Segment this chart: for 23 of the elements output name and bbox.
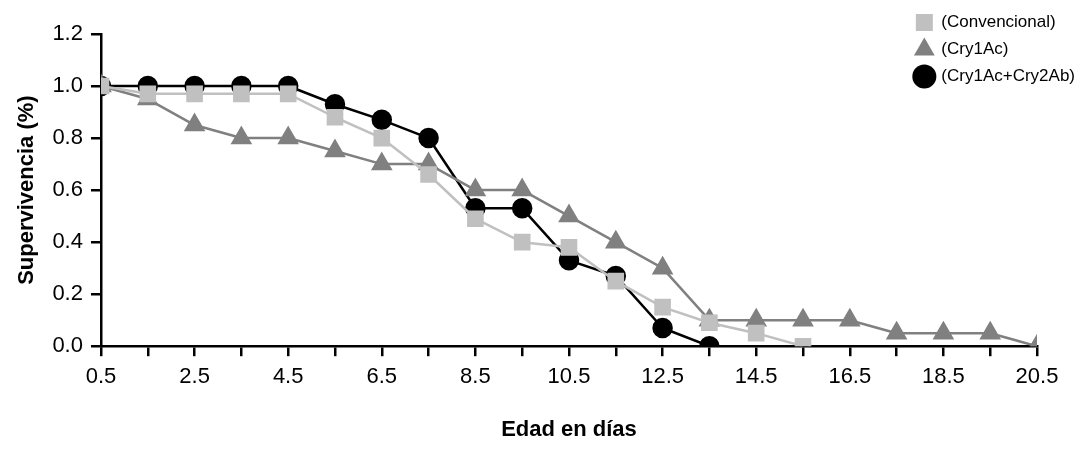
y-tick-label: 0.4 xyxy=(52,228,83,254)
y-axis-title: Supervivencia (%) xyxy=(13,95,39,285)
legend-label: (Convencional) xyxy=(941,12,1056,32)
legend-label: (Cry1Ac) xyxy=(941,39,1009,59)
y-tick-label: 0.8 xyxy=(52,124,83,150)
x-tick-label: 16.5 xyxy=(828,363,872,389)
x-tick-label: 8.5 xyxy=(460,363,491,389)
x-tick-label: 0.5 xyxy=(85,363,117,389)
y-tick-label: 0.0 xyxy=(52,332,83,358)
x-tick-label: 2.5 xyxy=(179,363,210,389)
y-tick-label: 1.0 xyxy=(52,72,83,98)
x-tick-label: 10.5 xyxy=(547,363,591,389)
x-tick-label: 18.5 xyxy=(921,363,965,389)
x-tick-label: 20.5 xyxy=(1015,363,1059,389)
x-tick-label: 14.5 xyxy=(734,363,778,389)
y-tick-label: 0.6 xyxy=(52,176,83,202)
x-tick-label: 4.5 xyxy=(272,363,304,389)
legend-label: (Cry1Ac+Cry2Ab) xyxy=(941,66,1075,86)
y-tick-label: 1.2 xyxy=(52,20,83,46)
y-tick-label: 0.2 xyxy=(52,280,83,306)
x-tick-label: 12.5 xyxy=(641,363,685,389)
x-axis-title: Edad en días xyxy=(501,415,637,441)
x-tick-label: 6.5 xyxy=(366,363,398,389)
